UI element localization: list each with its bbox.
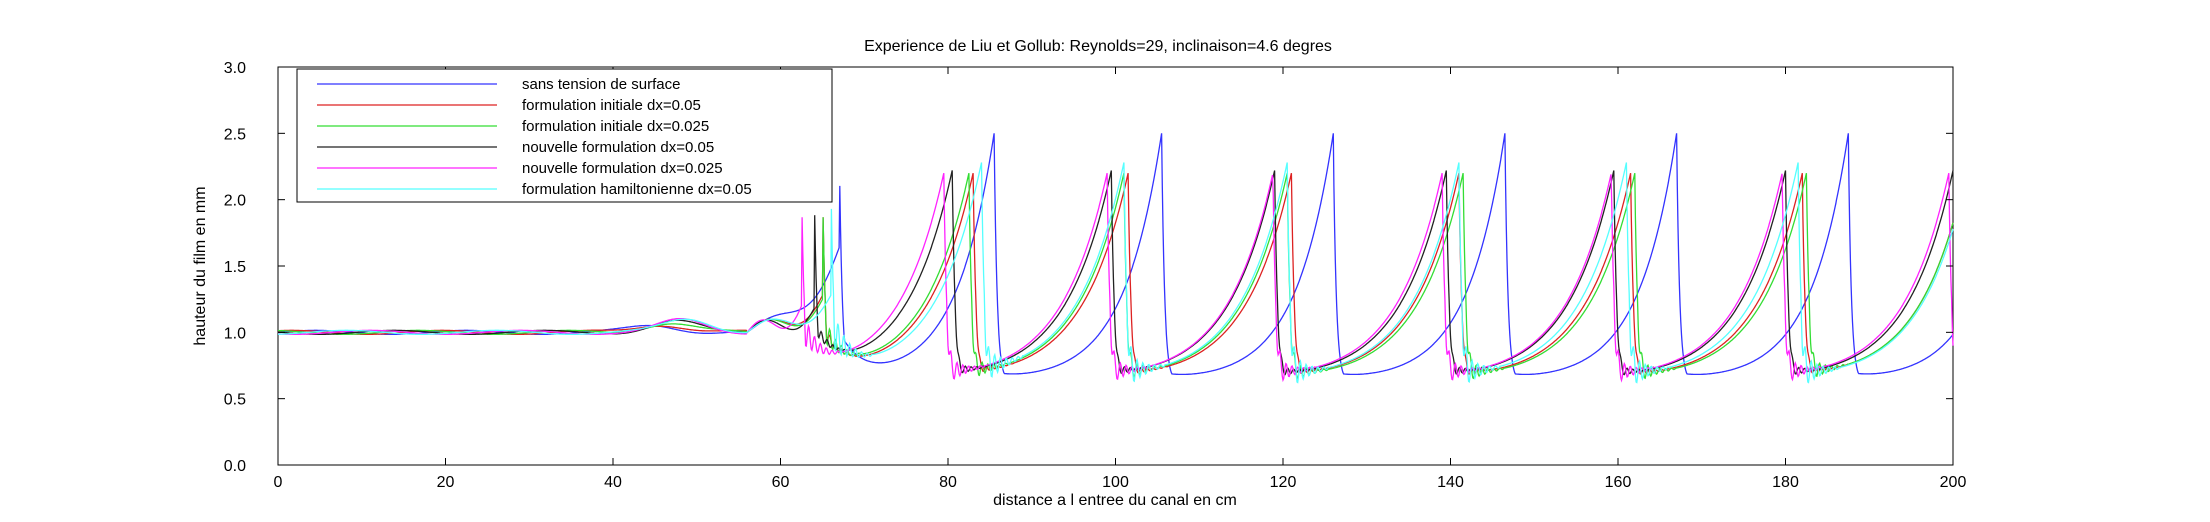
series-line-4 [278, 170, 1954, 376]
y-axis-ticks: 0.0 0.5 1.0 1.5 2.0 2.5 3.0 [224, 60, 1953, 475]
y-tick-label: 1.0 [224, 325, 246, 342]
legend-entry-label: formulation initiale dx=0.025 [522, 118, 709, 135]
x-tick-label: 120 [1270, 474, 1297, 491]
legend-box [296, 68, 833, 203]
y-axis-label: hauteur du film en mm [192, 186, 209, 345]
x-tick-label: 20 [437, 474, 455, 491]
legend-items: sans tension de surface formulation initi… [317, 76, 752, 198]
x-axis-ticks: 0 20 40 60 80 100 120 140 160 180 200 [274, 67, 1967, 491]
y-tick-label: 0.5 [224, 392, 246, 409]
x-tick-label: 180 [1772, 474, 1799, 491]
series-group [277, 133, 1954, 384]
y-tick-label: 0.0 [224, 458, 246, 475]
chart-title: Experience de Liu et Gollub: Reynolds=29… [864, 38, 1332, 55]
legend-entry-label: formulation initiale dx=0.05 [522, 97, 701, 114]
series-line-5 [277, 172, 1954, 383]
x-tick-label: 100 [1102, 474, 1129, 491]
y-tick-label: 2.0 [224, 193, 246, 210]
legend-entry-label: sans tension de surface [522, 76, 680, 93]
x-tick-label: 160 [1605, 474, 1632, 491]
legend-entry-label: formulation hamiltonienne dx=0.05 [522, 181, 752, 198]
legend-entry-label: nouvelle formulation dx=0.05 [522, 139, 714, 156]
legend-entry-label: nouvelle formulation dx=0.025 [522, 160, 723, 177]
y-tick-label: 2.5 [224, 126, 246, 143]
legend: sans tension de surface formulation initi… [296, 68, 833, 203]
x-tick-label: 0 [274, 474, 283, 491]
x-axis-label: distance a l entree du canal en cm [993, 492, 1237, 509]
y-tick-label: 1.5 [224, 259, 246, 276]
x-tick-label: 80 [939, 474, 957, 491]
x-tick-label: 60 [772, 474, 790, 491]
x-tick-label: 140 [1437, 474, 1464, 491]
x-tick-label: 200 [1940, 474, 1967, 491]
series-line-6 [278, 162, 1954, 384]
y-tick-label: 3.0 [224, 60, 246, 77]
x-tick-label: 40 [604, 474, 622, 491]
